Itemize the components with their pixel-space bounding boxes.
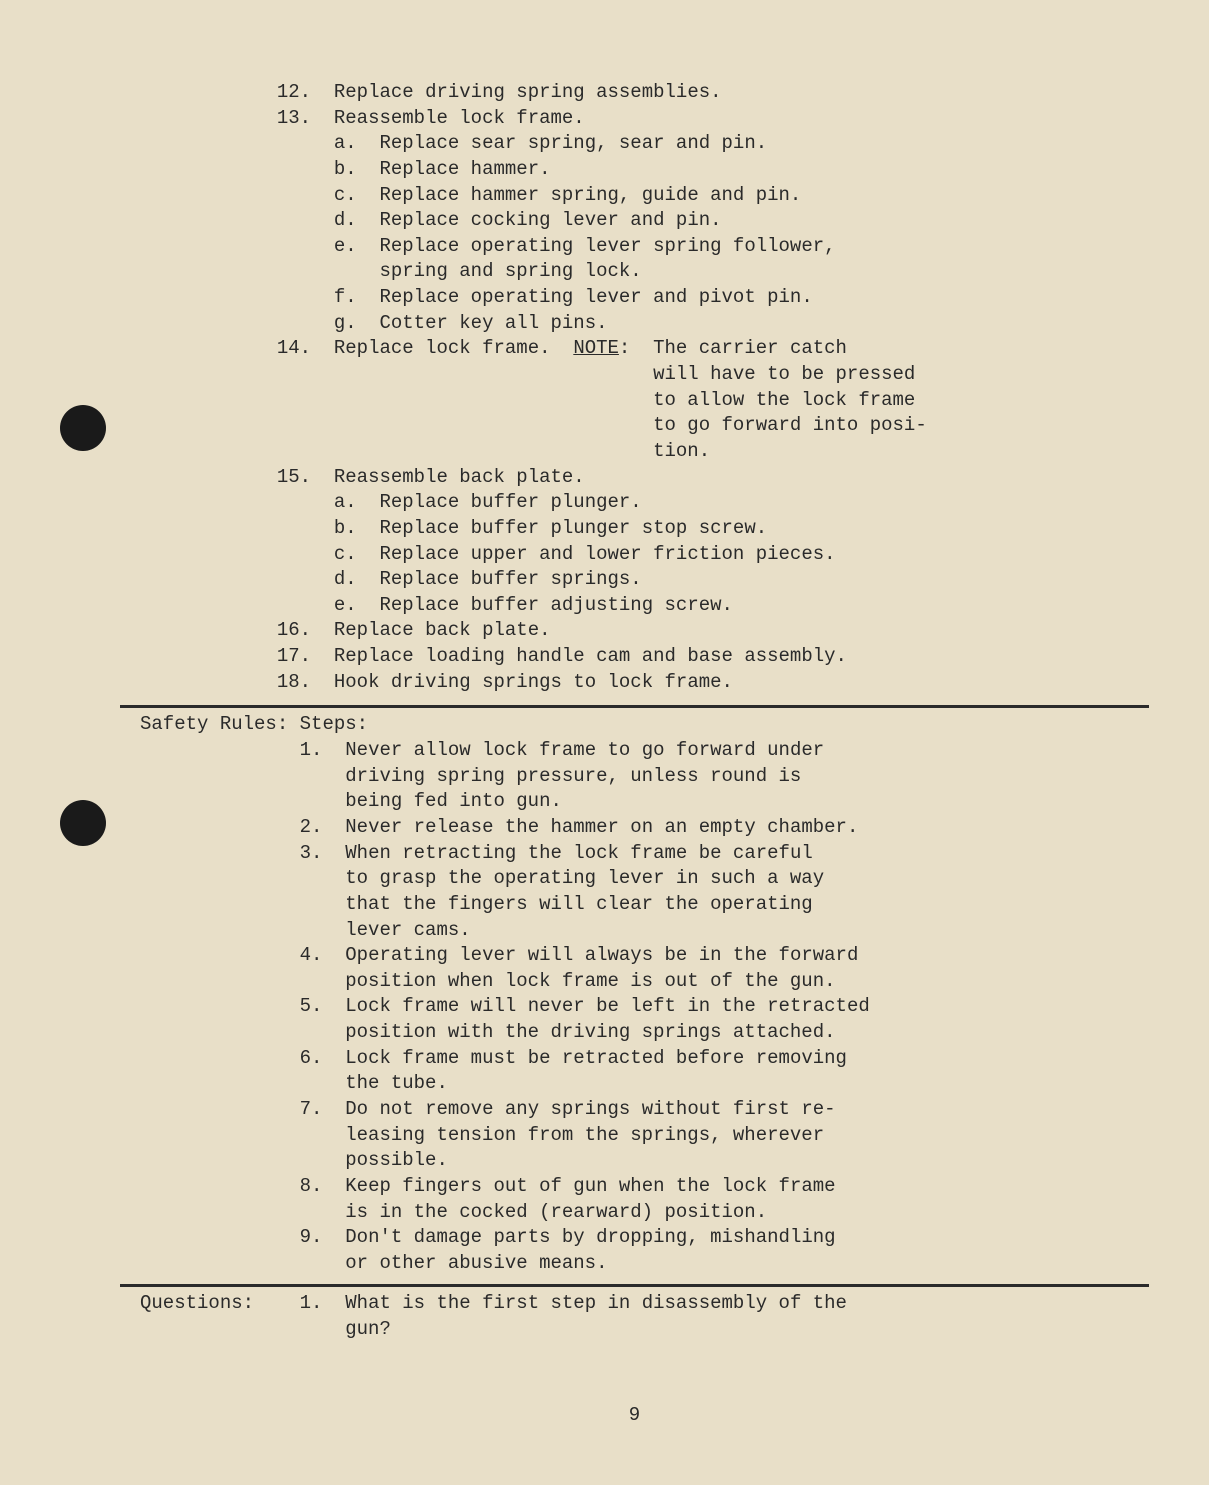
list-item: e. Replace buffer adjusting screw.: [140, 593, 1149, 619]
list-item: 6. Lock frame must be retracted before r…: [140, 1046, 1149, 1072]
list-item: 8. Keep fingers out of gun when the lock…: [140, 1174, 1149, 1200]
page-number: 9: [120, 1403, 1149, 1429]
punch-hole-top: [60, 405, 106, 451]
divider: [120, 1284, 1149, 1287]
list-item: 1. Never allow lock frame to go forward …: [140, 738, 1149, 764]
list-item: will have to be pressed: [140, 362, 1149, 388]
list-item: 17. Replace loading handle cam and base …: [140, 644, 1149, 670]
list-item: c. Replace upper and lower friction piec…: [140, 542, 1149, 568]
list-item: b. Replace buffer plunger stop screw.: [140, 516, 1149, 542]
list-item: a. Replace sear spring, sear and pin.: [140, 131, 1149, 157]
list-item: being fed into gun.: [140, 789, 1149, 815]
list-item: position with the driving springs attach…: [140, 1020, 1149, 1046]
list-item: is in the cocked (rearward) position.: [140, 1200, 1149, 1226]
list-item: position when lock frame is out of the g…: [140, 969, 1149, 995]
list-item: to go forward into posi-: [140, 413, 1149, 439]
list-item: 9. Don't damage parts by dropping, misha…: [140, 1225, 1149, 1251]
list-item: spring and spring lock.: [140, 259, 1149, 285]
list-item: e. Replace operating lever spring follow…: [140, 234, 1149, 260]
list-item: 5. Lock frame will never be left in the …: [140, 994, 1149, 1020]
list-item: f. Replace operating lever and pivot pin…: [140, 285, 1149, 311]
numbered-steps: 12. Replace driving spring assemblies. 1…: [140, 80, 1149, 695]
list-item: to allow the lock frame: [140, 388, 1149, 414]
list-item: 4. Operating lever will always be in the…: [140, 943, 1149, 969]
page-content: 12. Replace driving spring assemblies. 1…: [0, 0, 1209, 1468]
list-item: 16. Replace back plate.: [140, 618, 1149, 644]
divider: [120, 705, 1149, 708]
section-heading: Questions: 1. What is the first step in …: [140, 1291, 1149, 1317]
list-item: gun?: [140, 1317, 1149, 1343]
list-item: d. Replace buffer springs.: [140, 567, 1149, 593]
list-item: driving spring pressure, unless round is: [140, 764, 1149, 790]
section-heading: Safety Rules: Steps:: [140, 712, 1149, 738]
list-item: to grasp the operating lever in such a w…: [140, 866, 1149, 892]
list-item: d. Replace cocking lever and pin.: [140, 208, 1149, 234]
list-item: 12. Replace driving spring assemblies.: [140, 80, 1149, 106]
list-item: c. Replace hammer spring, guide and pin.: [140, 183, 1149, 209]
list-item: lever cams.: [140, 918, 1149, 944]
list-item: possible.: [140, 1148, 1149, 1174]
list-item: g. Cotter key all pins.: [140, 311, 1149, 337]
note-label: NOTE: [573, 337, 619, 359]
list-item: b. Replace hammer.: [140, 157, 1149, 183]
list-item: 18. Hook driving springs to lock frame.: [140, 670, 1149, 696]
list-item: or other abusive means.: [140, 1251, 1149, 1277]
list-item: 15. Reassemble back plate.: [140, 465, 1149, 491]
list-item: a. Replace buffer plunger.: [140, 490, 1149, 516]
safety-rules: Safety Rules: Steps: 1. Never allow lock…: [140, 712, 1149, 1276]
list-item: that the fingers will clear the operatin…: [140, 892, 1149, 918]
list-item: 13. Reassemble lock frame.: [140, 106, 1149, 132]
punch-hole-bottom: [60, 800, 106, 846]
list-item: 14. Replace lock frame. NOTE: The carrie…: [140, 336, 1149, 362]
list-item: leasing tension from the springs, wherev…: [140, 1123, 1149, 1149]
list-item: tion.: [140, 439, 1149, 465]
list-item: 7. Do not remove any springs without fir…: [140, 1097, 1149, 1123]
list-item: the tube.: [140, 1071, 1149, 1097]
list-item: 3. When retracting the lock frame be car…: [140, 841, 1149, 867]
questions-section: Questions: 1. What is the first step in …: [140, 1291, 1149, 1342]
list-item: 2. Never release the hammer on an empty …: [140, 815, 1149, 841]
